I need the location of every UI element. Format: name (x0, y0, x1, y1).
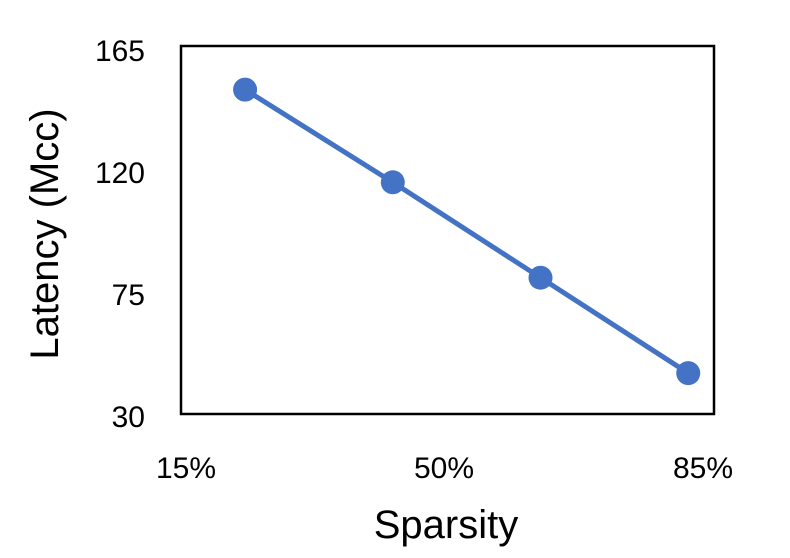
data-point-marker (528, 265, 553, 290)
x-axis-title: Sparsity (374, 503, 519, 547)
series-line (243, 87, 690, 376)
y-axis-ticks: 165 120 75 30 (95, 35, 145, 434)
data-point-marker (676, 361, 701, 386)
x-axis-ticks: 15% 50% 85% (156, 452, 733, 485)
x-tick-label: 50% (414, 452, 474, 485)
data-point-marker (233, 77, 258, 102)
y-tick-label: 165 (95, 35, 145, 68)
data-point-marker (380, 170, 405, 195)
series-layer (233, 77, 701, 386)
y-tick-label: 75 (112, 279, 145, 312)
y-tick-label: 120 (95, 157, 145, 190)
x-tick-label: 15% (156, 452, 216, 485)
y-tick-label: 30 (112, 401, 145, 434)
x-tick-label: 85% (673, 452, 733, 485)
y-axis-title: Latency (Mcc) (23, 108, 67, 359)
